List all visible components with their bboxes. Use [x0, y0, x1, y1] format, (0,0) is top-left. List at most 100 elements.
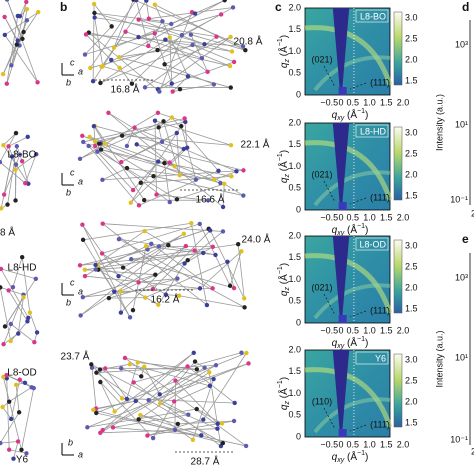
atom [13, 382, 19, 388]
qz-tick-label: 1.5 [288, 366, 301, 376]
atom [138, 412, 143, 418]
atom [134, 0, 139, 3]
qz-tick-label: 0.5 [288, 296, 301, 306]
missing-wedge [332, 8, 350, 90]
bond [85, 34, 112, 61]
bond [8, 136, 28, 147]
bond [24, 154, 37, 184]
atom [16, 331, 21, 336]
atom [220, 229, 226, 234]
panel-label: d [462, 0, 469, 14]
axis-title-part: ) [365, 225, 368, 236]
atom [77, 263, 83, 268]
atom [191, 350, 196, 355]
atom [123, 29, 128, 34]
bond [102, 367, 205, 431]
bond [138, 36, 233, 52]
bond [148, 399, 224, 444]
bond [100, 381, 115, 412]
atom [231, 418, 237, 424]
axis-label: b [66, 297, 71, 307]
bond [169, 162, 221, 184]
atom [9, 63, 14, 68]
bond [154, 120, 232, 146]
bond [21, 161, 29, 184]
qxy-tick-label: 0 [338, 97, 343, 107]
atom [228, 34, 233, 40]
bond [227, 261, 235, 289]
distance-label: 16.2 Å [151, 293, 180, 306]
y-tick-label: 10¹ [455, 352, 468, 362]
bond [222, 183, 225, 208]
beamstop [338, 315, 347, 323]
atom [100, 177, 105, 183]
peak-label: (021) [311, 282, 332, 292]
atom [85, 425, 90, 430]
qz-tick-label: 2.0 [288, 344, 301, 354]
bond [90, 364, 123, 399]
bond [101, 0, 225, 68]
bond [101, 253, 167, 295]
atom [179, 123, 184, 129]
axis-title-part: z [284, 287, 291, 292]
atom [80, 294, 86, 300]
distance-label: 28.7 Å [191, 455, 220, 468]
bond [96, 364, 217, 374]
bond [0, 441, 19, 444]
atom [157, 89, 162, 94]
atom [142, 364, 147, 369]
colorbar [393, 353, 403, 428]
molecule-illustration [0, 130, 39, 211]
bond [91, 364, 189, 416]
atom [9, 154, 15, 159]
bond [10, 321, 28, 342]
bond [202, 352, 247, 420]
atom [162, 62, 167, 67]
plot-name: L8-OD [359, 239, 386, 249]
colorbar-tick-label: 3.0 [405, 127, 418, 137]
atom [189, 221, 194, 226]
qxy-tick-label: 2.0 [397, 439, 410, 449]
atom [242, 305, 247, 310]
qxy-tick-label: 1.5 [380, 212, 393, 222]
axis-title-part: q [279, 404, 290, 410]
atom [92, 143, 98, 149]
bond [102, 65, 181, 90]
atom [0, 206, 4, 211]
bond [94, 17, 217, 38]
atom [133, 398, 138, 404]
axis-label: b [66, 187, 71, 197]
atom [152, 2, 158, 7]
plot-name: L8-BO [360, 11, 386, 21]
atom [15, 38, 20, 43]
atom [222, 181, 227, 187]
bond [96, 352, 247, 414]
bond [6, 20, 28, 84]
atom [160, 19, 165, 24]
qxy-tick-label: −0.5 [320, 439, 338, 449]
molecule-illustration [85, 350, 251, 449]
bond [82, 224, 131, 318]
bond [187, 231, 224, 261]
qz-tick-label: 2.0 [288, 2, 301, 12]
colorbar-tick-label: 1.5 [405, 303, 418, 313]
atom [205, 69, 210, 75]
atom [212, 177, 217, 182]
bond [208, 372, 222, 447]
atom [93, 262, 98, 268]
panel-label: b [60, 0, 67, 14]
atom [26, 315, 31, 320]
atom [143, 244, 149, 249]
name-box [355, 237, 389, 251]
axis-label: c [70, 167, 75, 177]
plot-name: Y6 [375, 353, 386, 363]
axis-title-part: z [284, 174, 291, 179]
bond [119, 67, 133, 84]
atom [15, 439, 21, 444]
atom [19, 254, 25, 260]
axis-label: b [66, 77, 71, 87]
atom [227, 283, 233, 288]
atom [21, 29, 26, 35]
atom [24, 0, 29, 5]
atom [207, 383, 213, 389]
